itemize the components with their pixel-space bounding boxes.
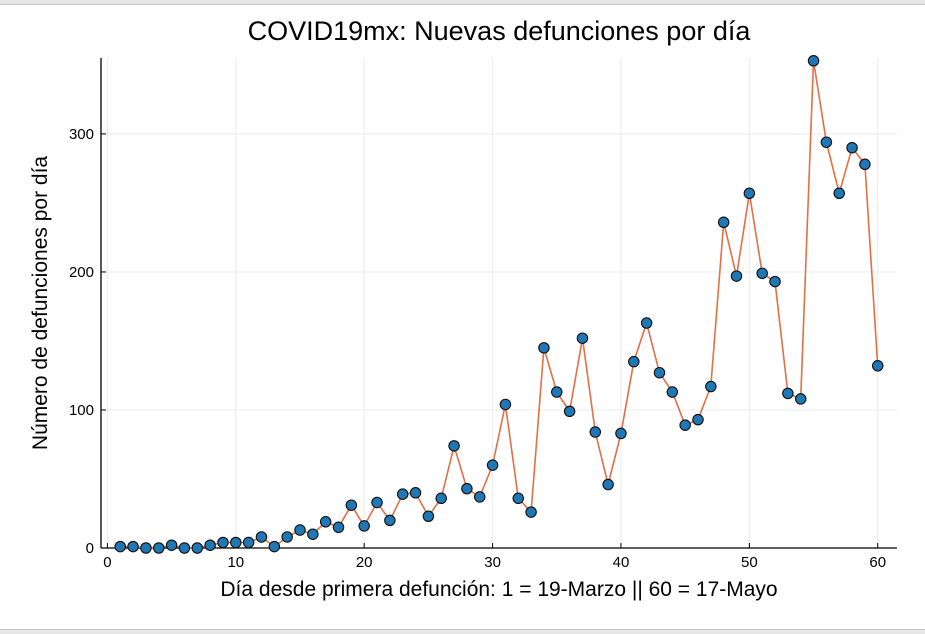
data-point bbox=[871, 360, 884, 372]
data-point bbox=[859, 158, 871, 171]
x-tick-label: 60 bbox=[869, 554, 886, 571]
data-point bbox=[332, 521, 345, 534]
x-tick-label: 50 bbox=[741, 554, 758, 571]
x-tick-label: 20 bbox=[356, 554, 373, 571]
data-point bbox=[140, 542, 152, 554]
data-point bbox=[307, 528, 319, 540]
axes bbox=[100, 58, 897, 549]
data-point bbox=[512, 492, 525, 505]
y-axis-label: Número de defunciones por día bbox=[29, 156, 52, 451]
data-point bbox=[499, 398, 512, 411]
data-point bbox=[396, 488, 409, 500]
data-point bbox=[705, 380, 717, 393]
data-point bbox=[127, 540, 139, 553]
data-point bbox=[435, 492, 447, 505]
window-bottom-edge bbox=[0, 629, 925, 634]
y-tick-label: 0 bbox=[86, 540, 94, 557]
data-point bbox=[807, 55, 820, 67]
data-point bbox=[679, 419, 691, 431]
window-top-edge bbox=[0, 0, 925, 5]
data-point bbox=[615, 427, 627, 440]
data-point bbox=[589, 426, 602, 438]
data-point bbox=[461, 482, 473, 495]
data-point bbox=[345, 499, 358, 511]
x-tick-label: 40 bbox=[613, 554, 630, 571]
data-point bbox=[666, 386, 679, 398]
data-point bbox=[525, 506, 537, 518]
data-point bbox=[576, 332, 589, 344]
data-point bbox=[153, 542, 165, 554]
data-point bbox=[551, 386, 563, 398]
data-point bbox=[114, 540, 127, 553]
data-point bbox=[743, 187, 756, 200]
data-point bbox=[255, 531, 268, 543]
data-point bbox=[217, 536, 229, 549]
x-axis-ticks: 0 10 20 30 40 50 60 bbox=[103, 543, 886, 571]
data-point bbox=[422, 510, 435, 523]
x-tick-label: 0 bbox=[103, 554, 111, 571]
data-point bbox=[833, 187, 845, 200]
data-point bbox=[281, 531, 293, 543]
y-tick-label: 200 bbox=[69, 264, 94, 281]
data-point bbox=[769, 275, 781, 288]
data-point bbox=[268, 540, 281, 553]
x-tick-label: 10 bbox=[227, 554, 244, 571]
data-point bbox=[294, 524, 306, 536]
data-point bbox=[538, 342, 550, 354]
data-point bbox=[204, 539, 216, 551]
data-point bbox=[409, 487, 422, 499]
x-axis-label: Día desde primera defunción: 1 = 19-Marz… bbox=[220, 578, 777, 601]
data-point bbox=[358, 520, 370, 532]
y-tick-label: 300 bbox=[69, 126, 94, 143]
data-point bbox=[794, 393, 807, 405]
data-point bbox=[371, 496, 383, 509]
data-point bbox=[756, 267, 768, 280]
data-point bbox=[628, 355, 640, 368]
data-point bbox=[448, 440, 460, 452]
y-tick-label: 100 bbox=[69, 402, 94, 419]
data-point bbox=[384, 514, 396, 527]
chart-title: COVID19mx: Nuevas defunciones por día bbox=[248, 16, 752, 46]
data-point bbox=[717, 216, 730, 229]
data-point bbox=[319, 516, 332, 528]
data-point bbox=[602, 478, 614, 491]
y-axis-ticks: 0 100 200 300 bbox=[69, 126, 106, 557]
data-point bbox=[191, 542, 204, 554]
data-point bbox=[782, 387, 794, 400]
data-point bbox=[640, 317, 653, 329]
data-point bbox=[820, 136, 833, 148]
data-point bbox=[846, 141, 858, 154]
data-point bbox=[692, 413, 704, 426]
data-point bbox=[165, 539, 178, 551]
data-point bbox=[178, 542, 191, 554]
data-point bbox=[730, 270, 743, 282]
data-point bbox=[653, 366, 666, 379]
data-point bbox=[563, 405, 576, 418]
data-point bbox=[486, 459, 499, 471]
data-point bbox=[473, 491, 486, 503]
series-group bbox=[114, 55, 884, 554]
data-point bbox=[242, 536, 255, 549]
data-point bbox=[230, 536, 242, 549]
x-tick-label: 30 bbox=[484, 554, 501, 571]
